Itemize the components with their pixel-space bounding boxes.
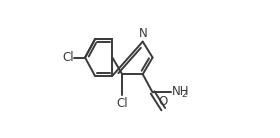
Text: Cl: Cl <box>63 51 74 64</box>
Text: O: O <box>158 95 168 108</box>
Text: NH: NH <box>172 85 189 98</box>
Text: 2: 2 <box>181 90 187 99</box>
Text: N: N <box>139 27 148 40</box>
Text: Cl: Cl <box>116 97 128 110</box>
